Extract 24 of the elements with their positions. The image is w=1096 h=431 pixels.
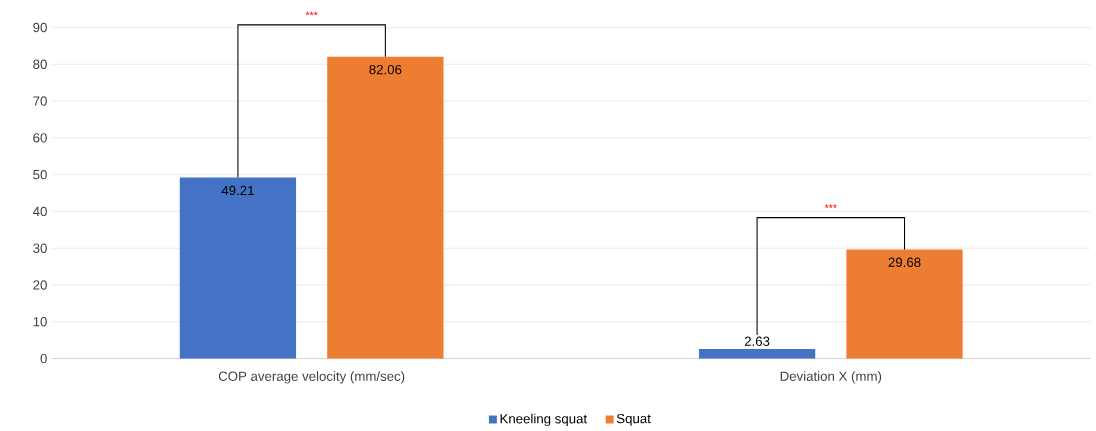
y-tick-label: 70 [33, 96, 47, 106]
x-tick-label: Deviation X (mm) [780, 371, 882, 384]
x-tick-label: COP average velocity (mm/sec) [218, 371, 405, 384]
legend-label: Kneeling squat [500, 413, 588, 427]
bar [846, 249, 963, 359]
data-label: 2.63 [744, 336, 770, 346]
bar [698, 348, 816, 359]
data-label: 29.68 [888, 257, 921, 267]
data-label: 49.21 [221, 185, 254, 196]
bar [327, 56, 444, 359]
bar [179, 177, 297, 359]
y-tick-label: 50 [33, 169, 47, 180]
y-tick-label: 0 [40, 353, 47, 364]
y-tick-label: 40 [32, 206, 47, 217]
annotation: *** [824, 204, 837, 208]
legend-label: Squat [616, 413, 651, 426]
y-tick-label: 20 [33, 280, 47, 290]
y-tick-label: 30 [33, 243, 47, 253]
data-label: 82.06 [369, 64, 402, 75]
y-tick-label: 90 [33, 22, 47, 33]
y-tick-label: 80 [33, 59, 47, 69]
text: *** [305, 11, 318, 16]
y-tick-label: 60 [33, 133, 47, 143]
y-tick-label: 10 [33, 317, 47, 327]
